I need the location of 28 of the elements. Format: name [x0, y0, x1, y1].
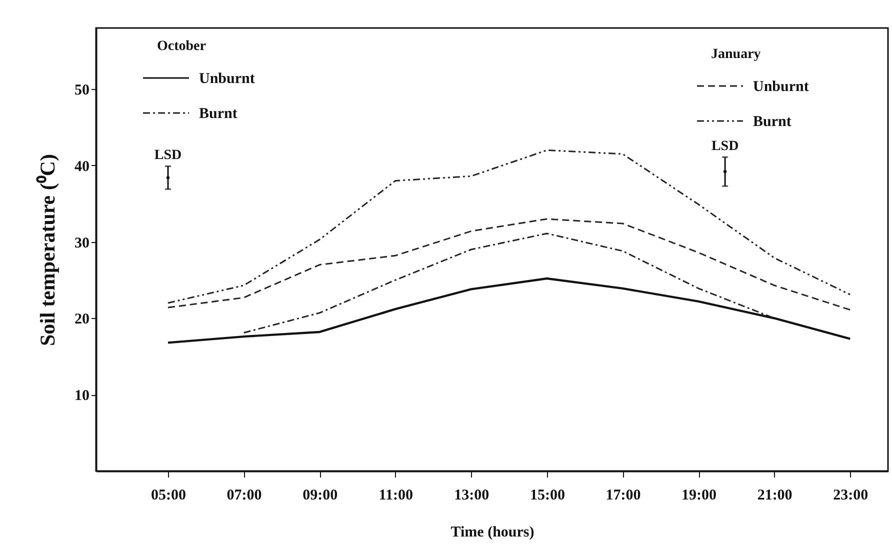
x-tick-label: 21:00: [757, 488, 792, 504]
legend-label: Burnt: [753, 114, 792, 130]
line-series: [167, 218, 851, 311]
x-tick-label: 09:00: [302, 488, 338, 504]
x-tick-label: 19:00: [682, 488, 717, 504]
y-tick-label: 20: [74, 312, 90, 328]
y-tick-label: 10: [74, 388, 90, 404]
x-tick-label: 11:00: [378, 488, 413, 504]
annotation: January: [711, 47, 761, 62]
y-tick-label: 40: [74, 158, 90, 175]
y-tick-label: 30: [74, 235, 90, 252]
annotation: October: [157, 39, 206, 54]
y-tick-label: 50: [74, 82, 90, 99]
x-tick-label: 15:00: [530, 488, 565, 504]
legend-label: Burnt: [199, 106, 238, 122]
line-series: [166, 277, 852, 344]
legend-label: Unburnt: [199, 71, 255, 87]
x-tick-label: 05:00: [151, 488, 186, 504]
y-axis-title: Soil temperature (⁰C): [36, 154, 60, 346]
x-tick-label: 13:00: [454, 488, 490, 504]
annotation: LSD: [154, 148, 182, 164]
annotation: LSD: [711, 139, 739, 154]
x-tick-label: 17:00: [606, 488, 641, 504]
x-axis-title: Time (hours): [450, 524, 534, 540]
x-tick-label: 23:00: [833, 488, 868, 504]
x-tick-label: 07:00: [226, 488, 262, 504]
legend-label: Unburnt: [753, 79, 809, 95]
line-series: [243, 232, 776, 334]
